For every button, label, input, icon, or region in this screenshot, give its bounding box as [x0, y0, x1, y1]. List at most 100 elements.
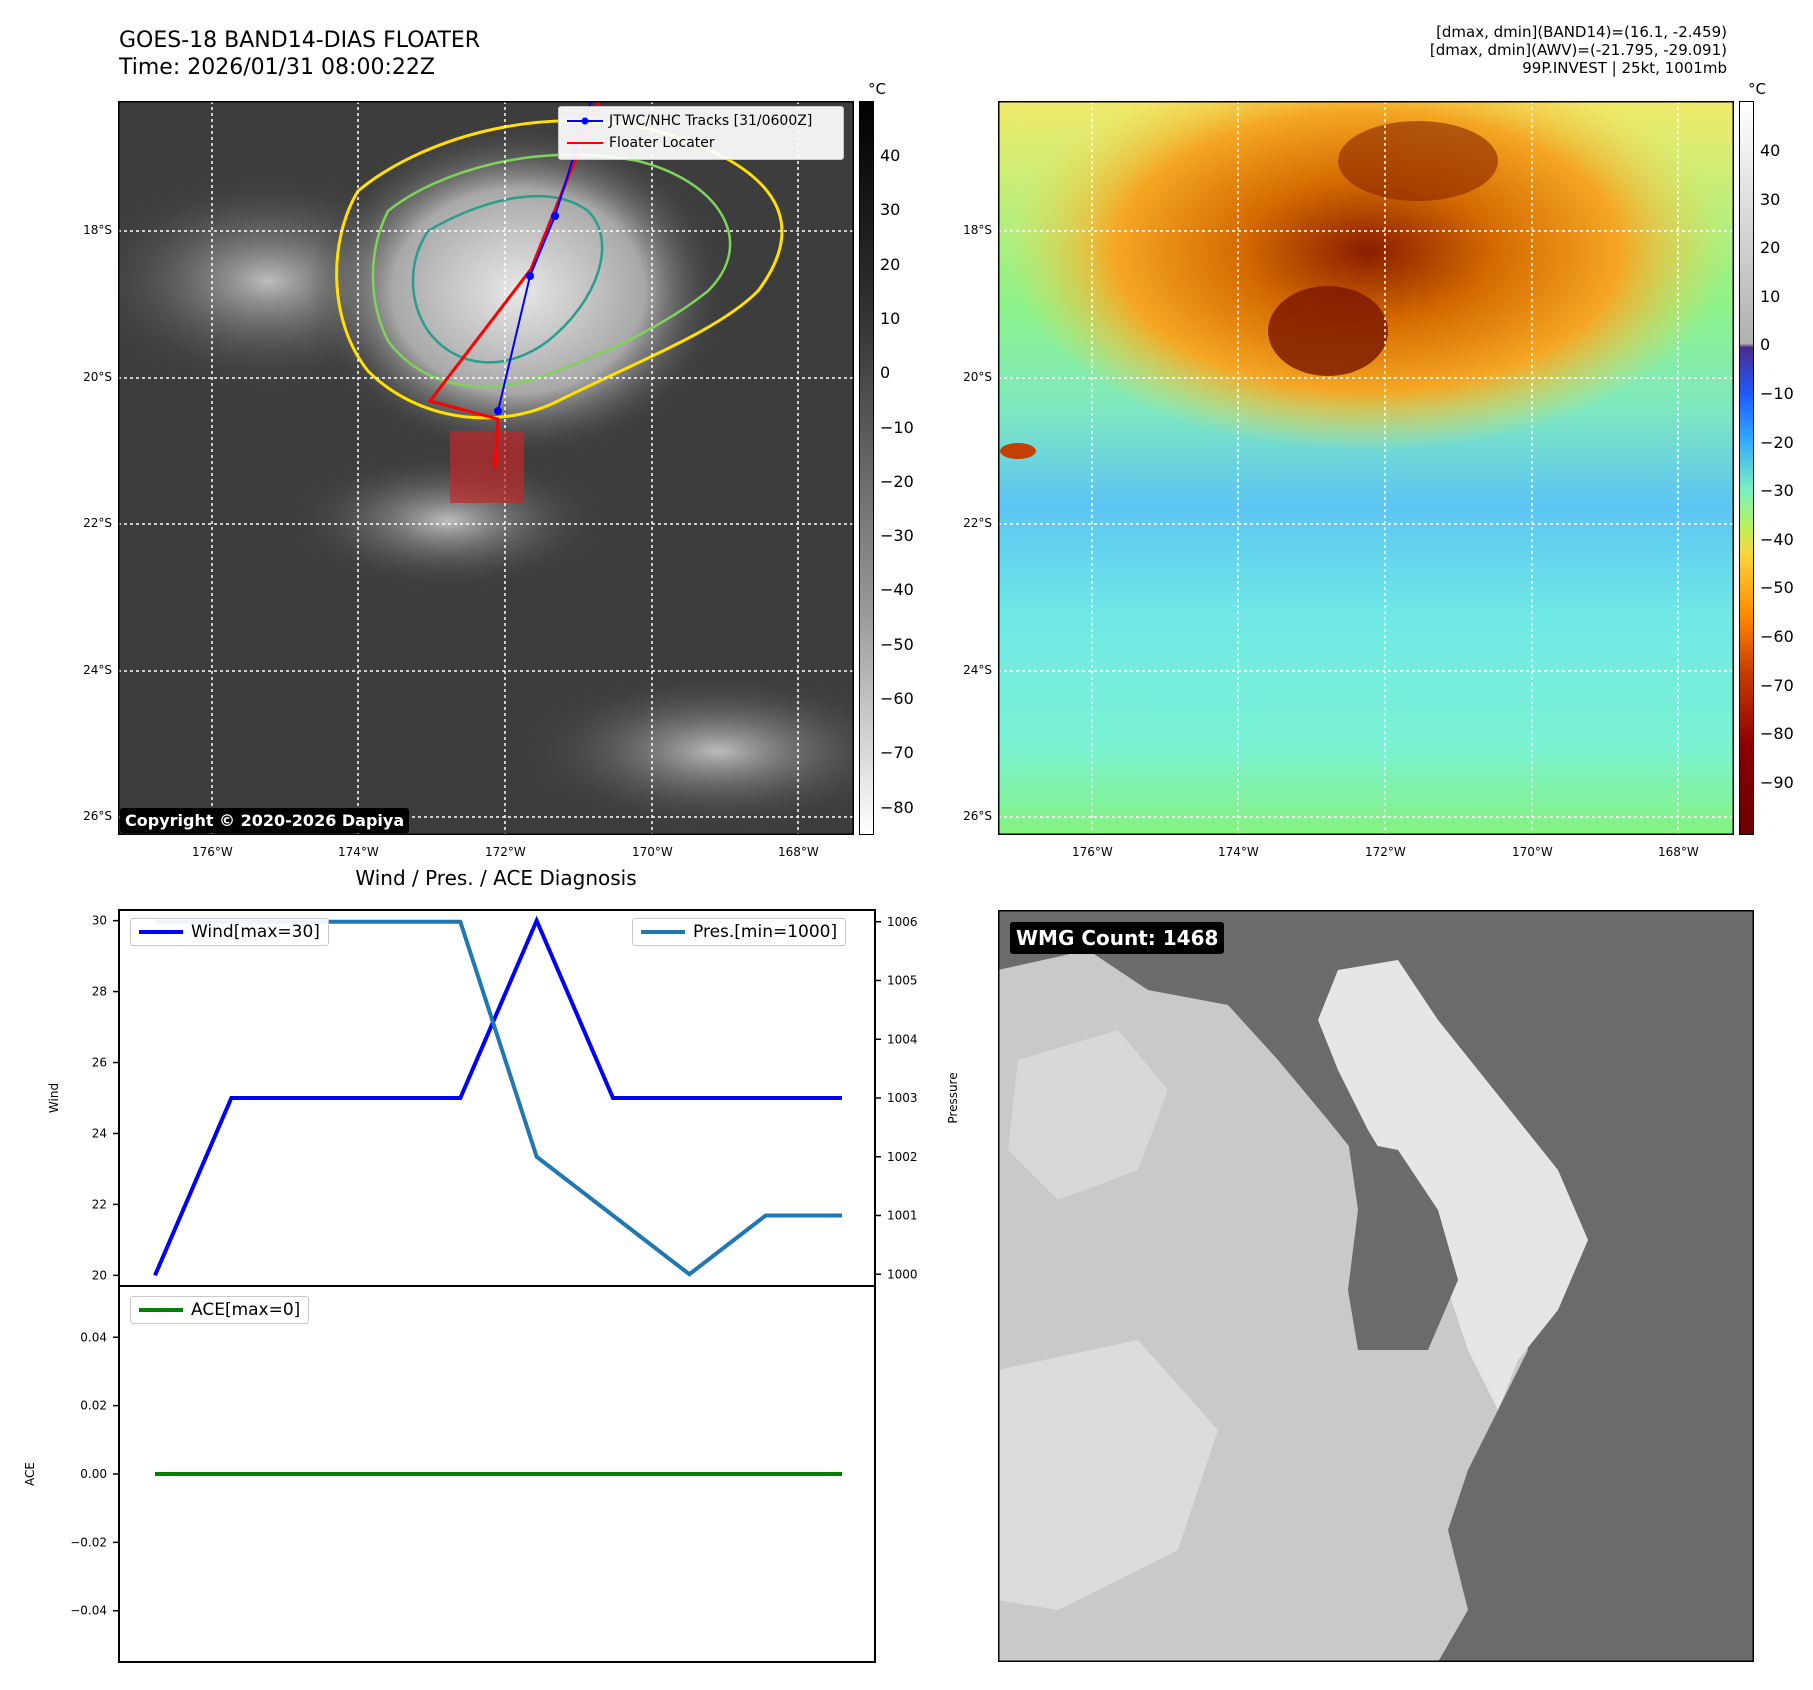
ace-legend-swatch	[139, 1308, 183, 1312]
wind-legend: Wind[max=30]	[130, 918, 329, 946]
wv-satellite-map	[998, 101, 1734, 835]
colorbar-tick-label: 0	[880, 363, 891, 383]
ir-convective-mass	[308, 121, 728, 461]
legend-floater-label: Floater Locater	[609, 135, 715, 151]
latitude-label: 24°S	[83, 663, 112, 677]
track-legend-swatch	[567, 117, 603, 125]
wv-gridlines	[998, 101, 1734, 835]
colorbar-tick-label: −30	[1760, 481, 1794, 501]
colorbar-tick-label: 40	[880, 146, 901, 165]
ir-frame	[118, 101, 854, 835]
ace-legend-label: ACE[max=0]	[191, 1300, 301, 1320]
wv-storm-area	[1008, 101, 1728, 451]
axis-tick-label: 1001	[887, 1209, 918, 1223]
longitude-label: 174°W	[1218, 845, 1259, 859]
wmg-dark-slot	[1348, 1140, 1458, 1350]
legend-entry-floater: Floater Locater	[567, 135, 715, 151]
axis-tick-label: 1003	[887, 1091, 918, 1105]
info-line-1: [dmax, dmin](BAND14)=(16.1, -2.459)	[1436, 23, 1727, 41]
wv-cold-core	[1268, 286, 1388, 376]
axis-tick-label: 1006	[887, 915, 918, 929]
pressure-axis-label: Pressure	[946, 1072, 960, 1123]
ir-legend: JTWC/NHC Tracks [31/0600Z] Floater Locat…	[558, 106, 844, 160]
floater-box	[450, 431, 524, 503]
colorbar-tick-label: 40	[1760, 141, 1781, 160]
colorbar-tick-label: −80	[880, 797, 914, 817]
axis-tick-label: 24	[92, 1126, 107, 1140]
colorbar-tick-label: −50	[880, 634, 914, 654]
colorbar-tick-label: −10	[880, 417, 914, 437]
wmg-patch	[998, 1340, 1218, 1610]
diagnosis-chart: 30 28 26 24 22 20 1006 1005 1004 1003 1002 1001 1000…	[23, 909, 960, 1663]
axis-tick-label: −0.04	[70, 1604, 107, 1618]
track-point	[551, 212, 559, 220]
wmg-image	[998, 910, 1754, 1662]
latitude-label: 18°S	[963, 223, 992, 237]
copyright-badge: Copyright © 2020-2026 Dapiya	[120, 808, 410, 833]
track-point	[494, 407, 502, 415]
title-line-2: Time: 2026/01/31 08:00:22Z	[119, 55, 435, 80]
ace-axis-label: ACE	[23, 1462, 37, 1486]
ir-cloud-mid	[288, 451, 608, 591]
diagnosis-ticks: 30 28 26 24 22 20 1006 1005 1004 1003 1002 1001 1000…	[70, 914, 917, 1618]
wv-colorbar	[1739, 101, 1754, 835]
latitude-label: 26°S	[83, 809, 112, 823]
wv-cold-top	[1338, 121, 1498, 201]
info-line-3: 99P.INVEST | 25kt, 1001mb	[1522, 59, 1727, 77]
ir-colorbar-unit: °C	[868, 80, 886, 98]
diagnosis-title: Wind / Pres. / ACE Diagnosis	[355, 866, 637, 890]
axis-tick-label: 0.04	[80, 1330, 107, 1344]
colorbar-tick-label: −30	[880, 526, 914, 546]
floater-legend-swatch	[567, 142, 603, 144]
track-point	[526, 272, 534, 280]
wind-axis-label: Wind	[47, 1083, 61, 1113]
latitude-label: 20°S	[963, 370, 992, 384]
colorbar-tick-label: −60	[880, 689, 914, 708]
axis-tick-label: 30	[92, 914, 107, 928]
info-line-2: [dmax, dmin](AWV)=(-21.795, -29.091)	[1429, 41, 1727, 59]
latitude-label: 18°S	[83, 223, 112, 237]
wind-series-line	[153, 915, 842, 1277]
wind-legend-label: Wind[max=30]	[191, 922, 320, 942]
longitude-label: 168°W	[1658, 845, 1699, 859]
axis-tick-label: 0.00	[80, 1467, 107, 1481]
colorbar-tick-label: −10	[1760, 384, 1794, 403]
latitude-label: 22°S	[963, 516, 992, 530]
axis-tick-label: 0.02	[80, 1399, 107, 1413]
colorbar-tick-label: −40	[880, 580, 914, 600]
axis-tick-label: 1005	[887, 974, 918, 988]
colorbar-tick-label: −80	[1760, 724, 1794, 744]
colorbar-tick-label: 0	[1760, 335, 1771, 355]
colorbar-tick-label: 20	[880, 254, 901, 274]
legend-tracks-label: JTWC/NHC Tracks [31/0600Z]	[609, 113, 813, 129]
axis-tick-label: 26	[92, 1056, 107, 1070]
ir-colorbar	[859, 101, 874, 835]
colorbar-tick-label: 10	[1760, 286, 1781, 306]
colorbar-tick-label: −20	[880, 471, 914, 491]
colorbar-tick-label: 10	[880, 308, 901, 328]
longitude-label: 170°W	[632, 845, 673, 859]
wv-cell	[1000, 443, 1036, 459]
colorbar-tick-label: −20	[1760, 432, 1794, 452]
wv-colorbar-ticks: 40 30 20 10 0 −10 −20 −30 −40 −50 −60 −70 −80 −90	[1760, 101, 1810, 835]
latitude-label: 20°S	[83, 370, 112, 384]
longitude-label: 176°W	[1072, 845, 1113, 859]
axis-tick-label: 22	[92, 1197, 107, 1211]
wv-colorbar-unit: °C	[1748, 80, 1766, 98]
axis-tick-label: 1000	[887, 1267, 918, 1281]
storm-info: [dmax, dmin](BAND14)=(16.1, -2.459) [dma…	[1430, 23, 1727, 77]
title-line-1: GOES-18 BAND14-DIAS FLOATER	[119, 28, 481, 53]
ir-colorbar-ticks: 40 30 20 10 0 −10 −20 −30 −40 −50 −60 −70 −80	[880, 101, 930, 835]
longitude-label: 168°W	[778, 845, 819, 859]
wmg-frame	[998, 910, 1754, 1662]
ir-satellite-map	[118, 101, 854, 835]
ace-legend: ACE[max=0]	[130, 1296, 310, 1324]
wmg-patch	[1008, 1030, 1168, 1200]
wmg-band	[1318, 960, 1588, 1410]
pressure-legend-swatch	[641, 930, 685, 934]
longitude-label: 172°W	[1365, 845, 1406, 859]
axis-tick-label: 20	[92, 1268, 107, 1282]
colorbar-tick-label: −70	[1760, 675, 1794, 695]
latitude-label: 26°S	[963, 809, 992, 823]
colorbar-tick-label: −90	[1760, 772, 1794, 792]
